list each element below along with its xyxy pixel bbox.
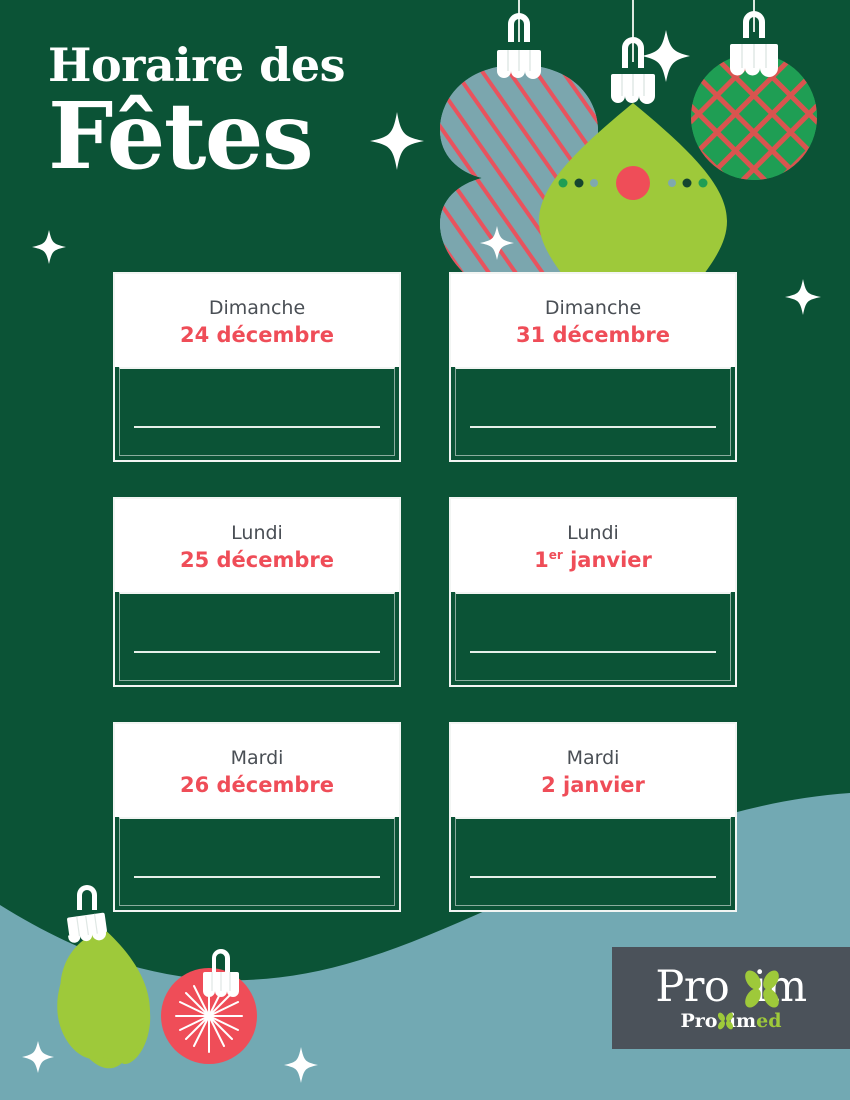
sparkle-star-small <box>32 230 66 264</box>
sparkle-star-large <box>370 112 424 170</box>
logo-brand-pre: Pro <box>655 961 730 1012</box>
card-hours-area[interactable] <box>119 817 395 906</box>
card-header: Lundi 1er janvier <box>451 499 735 592</box>
schedule-card-grid: Dimanche 24 décembre Dimanche 31 décembr… <box>113 272 737 912</box>
logo-sub-pre: Pro <box>680 1009 718 1032</box>
card-header: Dimanche 24 décembre <box>115 274 399 367</box>
card-day-label: Mardi <box>566 747 620 769</box>
card-hours-area[interactable] <box>119 592 395 681</box>
schedule-card: Dimanche 31 décembre <box>449 272 737 462</box>
title-line-2: Fêtes <box>48 82 314 190</box>
card-date-label: 25 décembre <box>180 546 334 574</box>
title-line-1: Horaire des <box>48 38 346 92</box>
card-header: Lundi 25 décembre <box>115 499 399 592</box>
sparkle-star-small <box>785 279 821 315</box>
page-title: Horaire des Fêtes <box>48 38 346 190</box>
card-day-label: Dimanche <box>544 297 642 319</box>
card-date-label: 2 janvier <box>541 771 645 799</box>
card-date-month: décembre <box>209 323 335 347</box>
card-day-label: Dimanche <box>208 297 306 319</box>
card-date-ordinal: er <box>548 548 563 562</box>
logo-sub-mid: im <box>728 1009 757 1032</box>
hours-write-line <box>134 651 380 653</box>
sparkle-star-small <box>22 1041 54 1073</box>
green-lattice-ball-ornament <box>691 11 817 180</box>
schedule-card: Dimanche 24 décembre <box>113 272 401 462</box>
card-date-month: décembre <box>209 548 335 572</box>
card-date-label: 26 décembre <box>180 771 334 799</box>
card-hours-area[interactable] <box>455 592 731 681</box>
red-starburst-ball-ornament <box>161 949 257 1064</box>
card-date-label: 1er janvier <box>534 546 652 574</box>
sparkle-star-large <box>642 30 690 82</box>
card-date-number: 31 <box>515 323 546 347</box>
card-date-number: 1 <box>534 548 549 572</box>
logo-sub-ed: ed <box>756 1009 782 1032</box>
card-date-month: décembre <box>545 323 671 347</box>
card-day-label: Lundi <box>231 522 283 544</box>
card-date-month: janvier <box>555 773 645 797</box>
hours-write-line <box>470 426 716 428</box>
schedule-card: Lundi 1er janvier <box>449 497 737 687</box>
card-day-label: Mardi <box>230 747 284 769</box>
card-hours-area[interactable] <box>455 367 731 456</box>
proxim-logo: Proxim Proximed <box>612 947 850 1049</box>
sparkle-star-small <box>480 226 514 260</box>
card-date-number: 24 <box>179 323 210 347</box>
lime-teardrop-ornament <box>57 885 151 1069</box>
card-hours-area[interactable] <box>455 817 731 906</box>
hours-write-line <box>134 426 380 428</box>
card-date-label: 31 décembre <box>516 321 670 349</box>
schedule-card: Mardi 26 décembre <box>113 722 401 912</box>
logo-sub-name: Proximed <box>680 1010 781 1032</box>
hours-write-line <box>134 876 380 878</box>
card-date-number: 2 <box>541 773 556 797</box>
schedule-card: Lundi 25 décembre <box>113 497 401 687</box>
card-date-month: janvier <box>562 548 652 572</box>
logo-brand-name: Proxim <box>655 961 807 1012</box>
butterfly-icon <box>745 969 780 1008</box>
card-header: Mardi 2 janvier <box>451 724 735 817</box>
card-header: Mardi 26 décembre <box>115 724 399 817</box>
logo-brand-post: im <box>753 961 807 1012</box>
card-day-label: Lundi <box>567 522 619 544</box>
card-header: Dimanche 31 décembre <box>451 274 735 367</box>
schedule-card: Mardi 2 janvier <box>449 722 737 912</box>
card-hours-area[interactable] <box>119 367 395 456</box>
card-date-number: 26 <box>179 773 210 797</box>
card-date-number: 25 <box>179 548 210 572</box>
card-date-month: décembre <box>209 773 335 797</box>
hours-write-line <box>470 876 716 878</box>
sparkle-star-large <box>284 1047 318 1083</box>
butterfly-icon <box>718 1012 734 1029</box>
hours-write-line <box>470 651 716 653</box>
card-date-label: 24 décembre <box>180 321 334 349</box>
